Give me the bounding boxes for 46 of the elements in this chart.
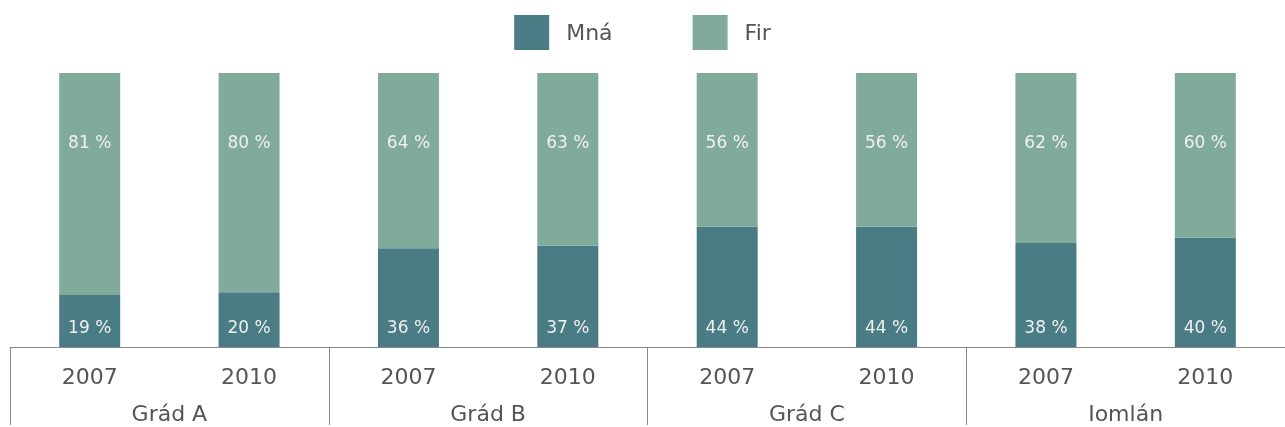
data-label: 62 % (1024, 131, 1068, 152)
x-tick-label: 2007 (380, 363, 437, 389)
data-label: 36 % (386, 316, 431, 337)
data-label: 44 % (864, 316, 909, 337)
bar (856, 73, 918, 227)
x-tick-label: 2010 (221, 363, 278, 389)
data-label: 64 % (386, 131, 431, 152)
data-label: 81 % (68, 131, 112, 152)
data-label: 20 % (227, 316, 271, 337)
text: Grád B (450, 400, 526, 426)
x-tick-label: 2010 (1177, 363, 1234, 389)
x-tick-label: 2010 (539, 363, 596, 389)
bar (696, 73, 758, 227)
bar (59, 73, 121, 295)
bar (377, 73, 439, 249)
x-tick-label: 2007 (699, 363, 756, 389)
bar (1174, 237, 1236, 347)
data-label: 40 % (1183, 316, 1227, 337)
x-tick-label: 2010 (858, 363, 915, 389)
bar (377, 248, 439, 347)
data-label: 44 % (705, 316, 749, 337)
legend-label: Mná (566, 20, 613, 45)
data-label: 56 % (705, 131, 749, 152)
bar (1015, 242, 1077, 347)
data-label: 80 % (227, 131, 271, 152)
bar (537, 73, 599, 246)
data-label: 38 % (1024, 316, 1068, 337)
x-tick-label: 2007 (1017, 363, 1074, 389)
data-label: 37 % (546, 316, 590, 337)
bar (1015, 73, 1077, 243)
legend-label: Fir (744, 20, 772, 45)
bar (1174, 73, 1236, 238)
bar (218, 292, 280, 347)
bar (537, 245, 599, 347)
data-label: 56 % (864, 131, 909, 152)
text: Iomlán (1088, 400, 1164, 426)
bar (218, 73, 280, 293)
data-label: 60 % (1183, 131, 1227, 152)
bar (696, 226, 758, 347)
text: Grád C (768, 400, 845, 426)
data-label: 63 % (546, 131, 590, 152)
data-label: 19 % (68, 316, 112, 337)
x-tick-label: 2007 (61, 363, 118, 389)
bar (856, 226, 918, 347)
bar (59, 294, 121, 347)
text: Grád A (131, 400, 208, 426)
